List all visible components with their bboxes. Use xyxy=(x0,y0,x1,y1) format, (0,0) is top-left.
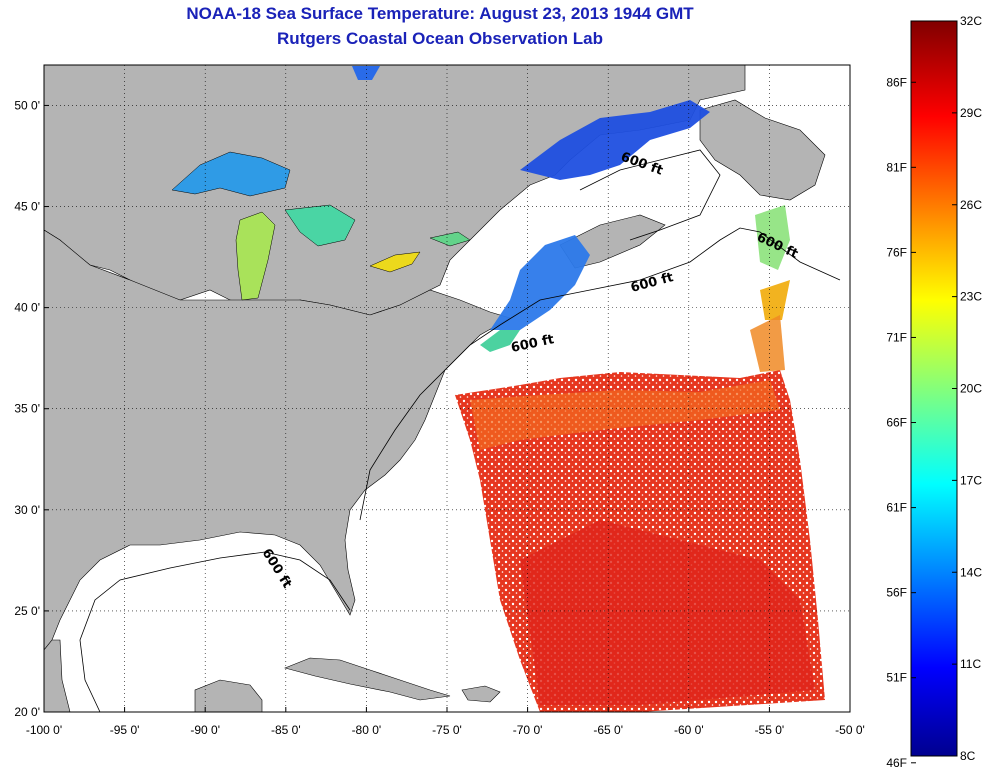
northern-edge-orange-sst xyxy=(750,315,785,372)
y-tick-label: 50 0' xyxy=(14,98,40,112)
colorbar-fahrenheit-label: 46F xyxy=(886,756,907,770)
x-tick-label: -80 0' xyxy=(352,723,382,737)
colorbar xyxy=(910,20,958,757)
yucatan-land xyxy=(194,679,263,712)
colorbar-fahrenheit-label: 86F xyxy=(886,75,907,89)
colorbar-fahrenheit-label: 76F xyxy=(886,245,907,259)
y-tick-label: 35 0' xyxy=(14,402,40,416)
colorbar-celsius-label: 11C xyxy=(960,657,981,671)
hispaniola-land xyxy=(461,685,501,703)
lake-huron xyxy=(284,204,356,247)
x-tick-label: -55 0' xyxy=(755,723,785,737)
east-coast-land xyxy=(44,229,511,651)
x-tick-label: -50 0' xyxy=(835,723,865,737)
colorbar-celsius-label: 8C xyxy=(960,749,976,763)
axis-ticks: -100 0' -95 0' -90 0' -85 0' -80 0' -75 0' -70… xyxy=(14,98,864,737)
x-tick-label: -60 0' xyxy=(674,723,704,737)
x-tick-label: -100 0' xyxy=(26,723,62,737)
lake-ontario xyxy=(429,231,471,247)
hudson-bay-sliver xyxy=(352,66,380,80)
x-tick-label: -85 0' xyxy=(271,723,301,737)
map-title: NOAA-18 Sea Surface Temperature: August … xyxy=(186,4,694,23)
gulf-st-lawrence-sst xyxy=(520,100,710,180)
labrador-sea-sst xyxy=(755,205,790,270)
y-tick-label: 30 0' xyxy=(14,503,40,517)
colorbar-celsius-label: 17C xyxy=(960,473,982,487)
colorbar-celsius-label: 32C xyxy=(960,14,982,28)
colorbar-celsius-label: 26C xyxy=(960,198,982,212)
slope-yellow-sst xyxy=(760,280,790,320)
mexico-land xyxy=(44,639,71,712)
lake-erie xyxy=(369,251,421,273)
colorbar-ticks: 32C 29C 26C 23C 20C 17C 14C 11C 8C 86F 81F 76F 71F 66… xyxy=(886,14,982,770)
colorbar-fahrenheit-label: 51F xyxy=(886,671,907,685)
x-tick-label: -95 0' xyxy=(110,723,140,737)
shelf-green-sst xyxy=(480,330,520,352)
colorbar-fahrenheit-label: 66F xyxy=(886,416,907,430)
lake-michigan xyxy=(235,211,276,301)
isobath-600ft-stlawrence xyxy=(579,149,721,241)
atlantic-red-core-sst xyxy=(520,520,815,705)
y-tick-label: 20 0' xyxy=(14,705,40,719)
y-tick-label: 40 0' xyxy=(14,301,40,315)
x-tick-label: -65 0' xyxy=(593,723,623,737)
x-tick-label: -70 0' xyxy=(513,723,543,737)
colorbar-fahrenheit-label: 61F xyxy=(886,501,907,515)
x-tick-label: -90 0' xyxy=(190,723,220,737)
colorbar-celsius-label: 23C xyxy=(960,290,982,304)
y-tick-label: 25 0' xyxy=(14,604,40,618)
colorbar-fahrenheit-label: 56F xyxy=(886,586,907,600)
isobath-600ft-atlantic xyxy=(359,227,841,521)
colorbar-celsius-label: 20C xyxy=(960,382,982,396)
colorbar-celsius-label: 29C xyxy=(960,106,982,120)
colorbar-fahrenheit-label: 71F xyxy=(886,330,907,344)
colorbar-celsius-label: 14C xyxy=(960,565,982,579)
atlantic-orange-band-sst xyxy=(470,380,780,450)
map-subtitle: Rutgers Coastal Ocean Observation Lab xyxy=(277,29,603,48)
y-tick-label: 45 0' xyxy=(14,200,40,214)
isobath-600ft-gulf xyxy=(79,551,351,712)
x-tick-label: -75 0' xyxy=(432,723,462,737)
gulf-maine-sst xyxy=(490,235,590,330)
lake-superior xyxy=(171,151,291,197)
cuba-land xyxy=(284,657,451,701)
newfoundland-land xyxy=(699,99,826,201)
colorbar-fahrenheit-label: 81F xyxy=(886,160,907,174)
